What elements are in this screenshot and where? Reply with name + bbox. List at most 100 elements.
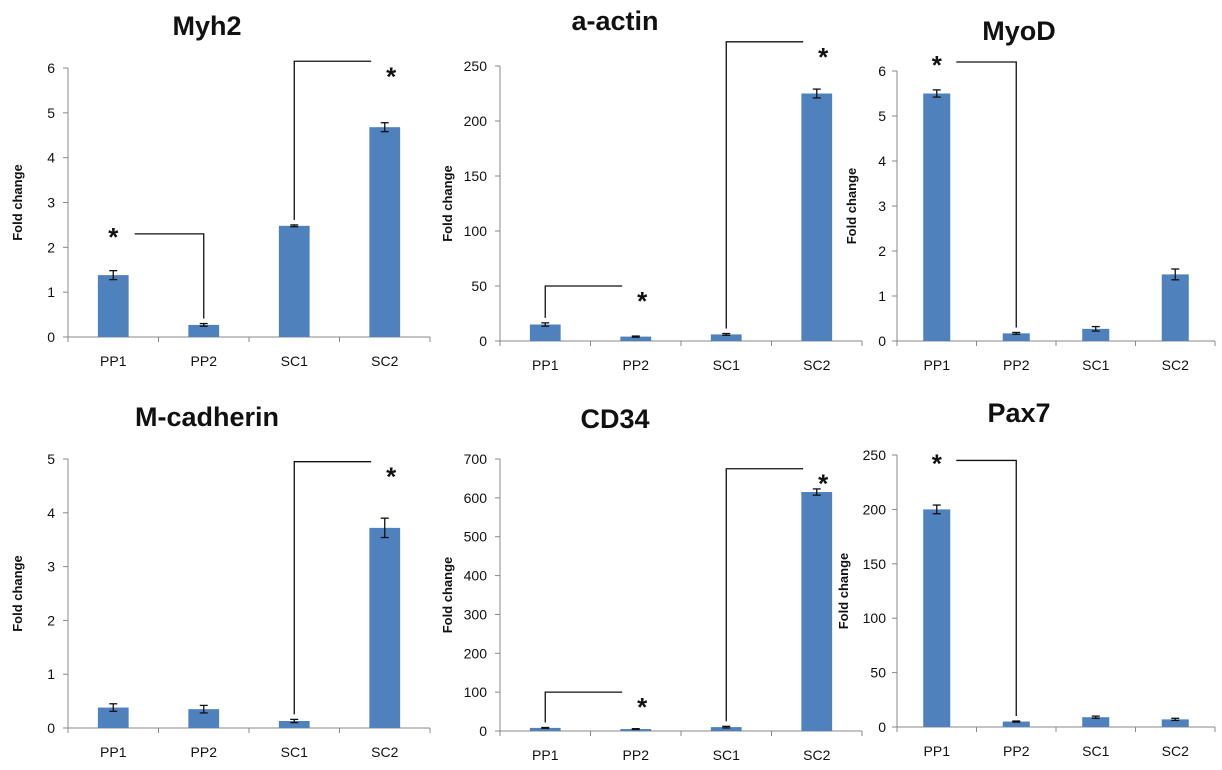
y-tick-label: 0 xyxy=(479,723,487,739)
chart-panel-1: a-actin Fold change 0 50 100 150 200 250 PP1 PP2 S… xyxy=(440,6,863,373)
x-category-label: SC2 xyxy=(803,357,830,373)
chart-title: a-actin xyxy=(571,6,658,36)
bar-pp1 xyxy=(97,275,129,337)
y-tick-label: 4 xyxy=(47,150,55,166)
y-tick-label: 3 xyxy=(878,198,886,214)
chart-panel-5: Pax7 Fold change 0 50 100 150 200 250 PP1 PP2 SC1 S… xyxy=(836,398,1216,759)
bar-sc2 xyxy=(369,527,401,728)
bar-pp1 xyxy=(529,727,561,731)
significance-star: * xyxy=(932,448,943,478)
x-category-label: SC2 xyxy=(803,747,830,763)
x-category-label: PP2 xyxy=(623,357,650,373)
y-tick-label: 250 xyxy=(464,58,488,74)
y-tick-label: 3 xyxy=(47,559,55,575)
x-category-label: PP2 xyxy=(191,353,218,369)
y-tick-label: 1 xyxy=(878,288,886,304)
y-tick-label: 5 xyxy=(878,108,886,124)
bar-pp2 xyxy=(620,336,652,341)
x-category-label: SC1 xyxy=(281,353,308,369)
y-tick-label: 100 xyxy=(464,223,488,239)
chart-title: MyoD xyxy=(982,16,1056,46)
bar-sc1 xyxy=(278,225,310,337)
bar-sc1 xyxy=(1082,328,1110,341)
bar-pp1 xyxy=(923,93,951,341)
x-category-label: SC2 xyxy=(371,744,398,760)
x-category-label: SC1 xyxy=(1082,743,1109,759)
y-tick-label: 0 xyxy=(47,720,55,736)
bar-sc1 xyxy=(1082,717,1110,727)
significance-star: * xyxy=(818,42,829,72)
significance-bracket xyxy=(544,285,623,318)
significance-bracket xyxy=(725,41,804,329)
y-tick-label: 400 xyxy=(464,568,488,584)
y-axis-label: Fold change xyxy=(844,168,859,245)
bar-pp2 xyxy=(188,324,220,337)
significance-star: * xyxy=(818,469,829,499)
y-tick-label: 6 xyxy=(878,63,886,79)
bar-sc2 xyxy=(801,492,833,731)
significance-star: * xyxy=(108,222,119,252)
y-tick-label: 0 xyxy=(878,333,886,349)
y-tick-label: 50 xyxy=(870,665,886,681)
x-category-label: PP1 xyxy=(100,744,127,760)
bar-sc1 xyxy=(710,727,742,731)
chart-panel-3: M-cadherin Fold change 0 1 2 3 4 5 PP1 PP2 SC1 SC2 * xyxy=(10,402,431,760)
significance-bracket xyxy=(134,233,205,319)
bar-pp1 xyxy=(923,509,951,727)
chart-title: M-cadherin xyxy=(135,402,279,432)
y-axis-label: Fold change xyxy=(836,553,851,630)
y-tick-label: 5 xyxy=(47,105,55,121)
x-category-label: PP2 xyxy=(1003,357,1030,373)
y-tick-label: 0 xyxy=(878,719,886,735)
y-tick-label: 1 xyxy=(47,284,55,300)
x-category-label: SC2 xyxy=(1162,743,1189,759)
y-tick-label: 700 xyxy=(464,451,488,467)
significance-bracket xyxy=(956,61,1017,328)
x-category-label: SC1 xyxy=(1082,357,1109,373)
x-category-label: PP1 xyxy=(924,743,951,759)
chart-panel-0: Myh2 Fold change 0 1 2 3 4 5 6 PP1 PP2 SC1 SC2 * * xyxy=(10,11,431,369)
significance-star: * xyxy=(386,61,397,91)
x-category-label: PP1 xyxy=(532,747,559,763)
y-tick-label: 200 xyxy=(863,501,887,517)
bar-sc2 xyxy=(369,127,401,338)
x-category-label: PP2 xyxy=(191,744,218,760)
significance-bracket xyxy=(956,459,1017,717)
x-category-label: PP1 xyxy=(100,353,127,369)
x-category-label: SC2 xyxy=(1162,357,1189,373)
significance-star: * xyxy=(637,286,648,316)
y-tick-label: 2 xyxy=(47,239,55,255)
significance-star: * xyxy=(932,50,943,80)
significance-bracket xyxy=(293,60,372,220)
y-tick-label: 1 xyxy=(47,666,55,682)
bar-sc1 xyxy=(278,721,310,728)
bar-pp1 xyxy=(97,707,129,728)
significance-bracket xyxy=(725,468,804,722)
x-category-label: PP1 xyxy=(532,357,559,373)
x-category-label: PP2 xyxy=(623,747,650,763)
y-axis-label: Fold change xyxy=(440,557,455,634)
y-tick-label: 100 xyxy=(863,610,887,626)
x-category-label: PP2 xyxy=(1003,743,1030,759)
chart-title: CD34 xyxy=(580,404,649,434)
y-tick-label: 4 xyxy=(878,153,886,169)
significance-star: * xyxy=(637,692,648,722)
y-tick-label: 2 xyxy=(878,243,886,259)
x-category-label: SC1 xyxy=(713,357,740,373)
y-tick-label: 4 xyxy=(47,505,55,521)
significance-bracket xyxy=(544,691,623,723)
chart-title: Pax7 xyxy=(987,398,1050,428)
chart-panel-2: MyoD Fold change 0 1 2 3 4 5 6 PP1 PP2 SC1 SC2 * xyxy=(844,16,1216,373)
x-category-label: SC1 xyxy=(713,747,740,763)
y-axis-label: Fold change xyxy=(440,165,455,242)
bar-pp2 xyxy=(188,709,220,728)
bar-sc1 xyxy=(710,334,742,341)
bar-sc2 xyxy=(1161,274,1189,341)
x-category-label: SC2 xyxy=(371,353,398,369)
bar-pp2 xyxy=(1002,333,1030,341)
y-tick-label: 50 xyxy=(471,278,487,294)
y-tick-label: 500 xyxy=(464,529,488,545)
chart-title: Myh2 xyxy=(172,11,241,41)
significance-bracket xyxy=(293,461,372,715)
